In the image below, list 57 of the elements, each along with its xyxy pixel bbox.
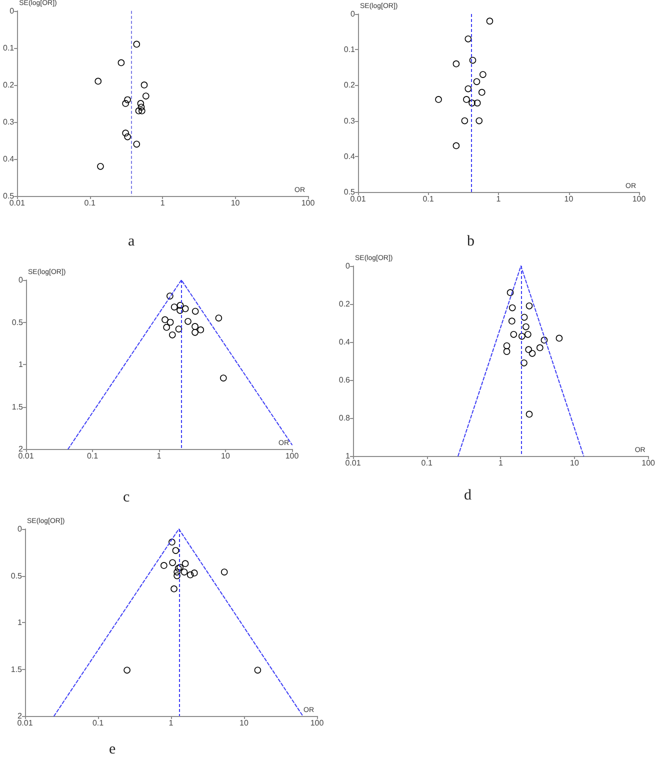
y-tick-label: 0.8 [338, 414, 351, 422]
y-tick-label: 0.4 [2, 154, 15, 164]
y-tick-label: 0.2 [2, 80, 15, 90]
x-tick-label: 1 [498, 458, 504, 468]
y-tick-label: 0 [10, 6, 15, 16]
y-tick-label: 0 [346, 262, 351, 270]
y-tick-label: 0.4 [338, 338, 351, 346]
y-tick-label: 1 [18, 618, 23, 627]
x-tick-label: 0.01 [18, 452, 34, 460]
x-tick-label: 0.1 [421, 458, 433, 468]
y-tick-label: 0.3 [344, 116, 356, 126]
x-tick-label: 10 [221, 452, 230, 460]
x-tick-label: 0.01 [17, 718, 34, 728]
y-tick-label: 0.5 [12, 318, 24, 327]
x-tick-label: 10 [230, 198, 240, 208]
text: e [109, 742, 116, 757]
x-tick-label: 0.01 [9, 198, 26, 208]
y-tick-label: 0 [18, 276, 24, 284]
x-tick-label: 100 [642, 458, 656, 468]
x-tick-label: 0.1 [422, 194, 434, 204]
y-tick-label: 0.5 [2, 192, 15, 200]
y-tick-label: 2 [18, 444, 24, 454]
y-tick-label: 0 [350, 10, 356, 18]
x-tick-label: 0.1 [84, 198, 96, 208]
x-tick-label: 1 [168, 718, 174, 728]
x-tick-label: 10 [240, 718, 249, 728]
x-tick-label: 10 [564, 194, 574, 204]
y-tick-label: 0.6 [338, 376, 351, 384]
x-tick-label: 0.1 [92, 718, 104, 728]
x-tick-label: 0.1 [86, 452, 99, 460]
x-tick-label: 1 [496, 194, 502, 204]
y-tick-label: 0.1 [344, 45, 356, 54]
y-tick-label: 0.1 [2, 43, 15, 52]
x-tick-label: 0.01 [350, 194, 366, 204]
text: d [464, 488, 472, 504]
y-tick-label: 0.5 [10, 571, 23, 580]
y-tick-label: 1.5 [12, 402, 24, 412]
y-tick-label: 0.3 [2, 117, 15, 126]
y-tick-label: 1 [18, 360, 24, 369]
text: a [128, 234, 135, 250]
y-tick-label: 0 [18, 524, 23, 534]
y-tick-label: 0.2 [338, 300, 351, 308]
x-tick-label: 100 [285, 452, 300, 460]
y-tick-label: 0.4 [344, 152, 356, 161]
y-tick-label: 2 [18, 712, 23, 720]
x-tick-label: 1 [156, 452, 162, 460]
y-tick-label: 0.2 [344, 80, 356, 90]
y-tick-label: 0.5 [344, 188, 356, 196]
x-tick-label: 100 [301, 198, 316, 208]
y-tick-label: 1.5 [10, 664, 23, 674]
x-tick-label: 1 [160, 198, 166, 208]
x-tick-label: 100 [632, 194, 646, 204]
x-tick-label: 0.01 [345, 458, 362, 468]
x-tick-label: 100 [310, 718, 324, 728]
text: c [123, 490, 130, 506]
text: b [467, 234, 474, 250]
x-tick-label: 10 [570, 458, 580, 468]
